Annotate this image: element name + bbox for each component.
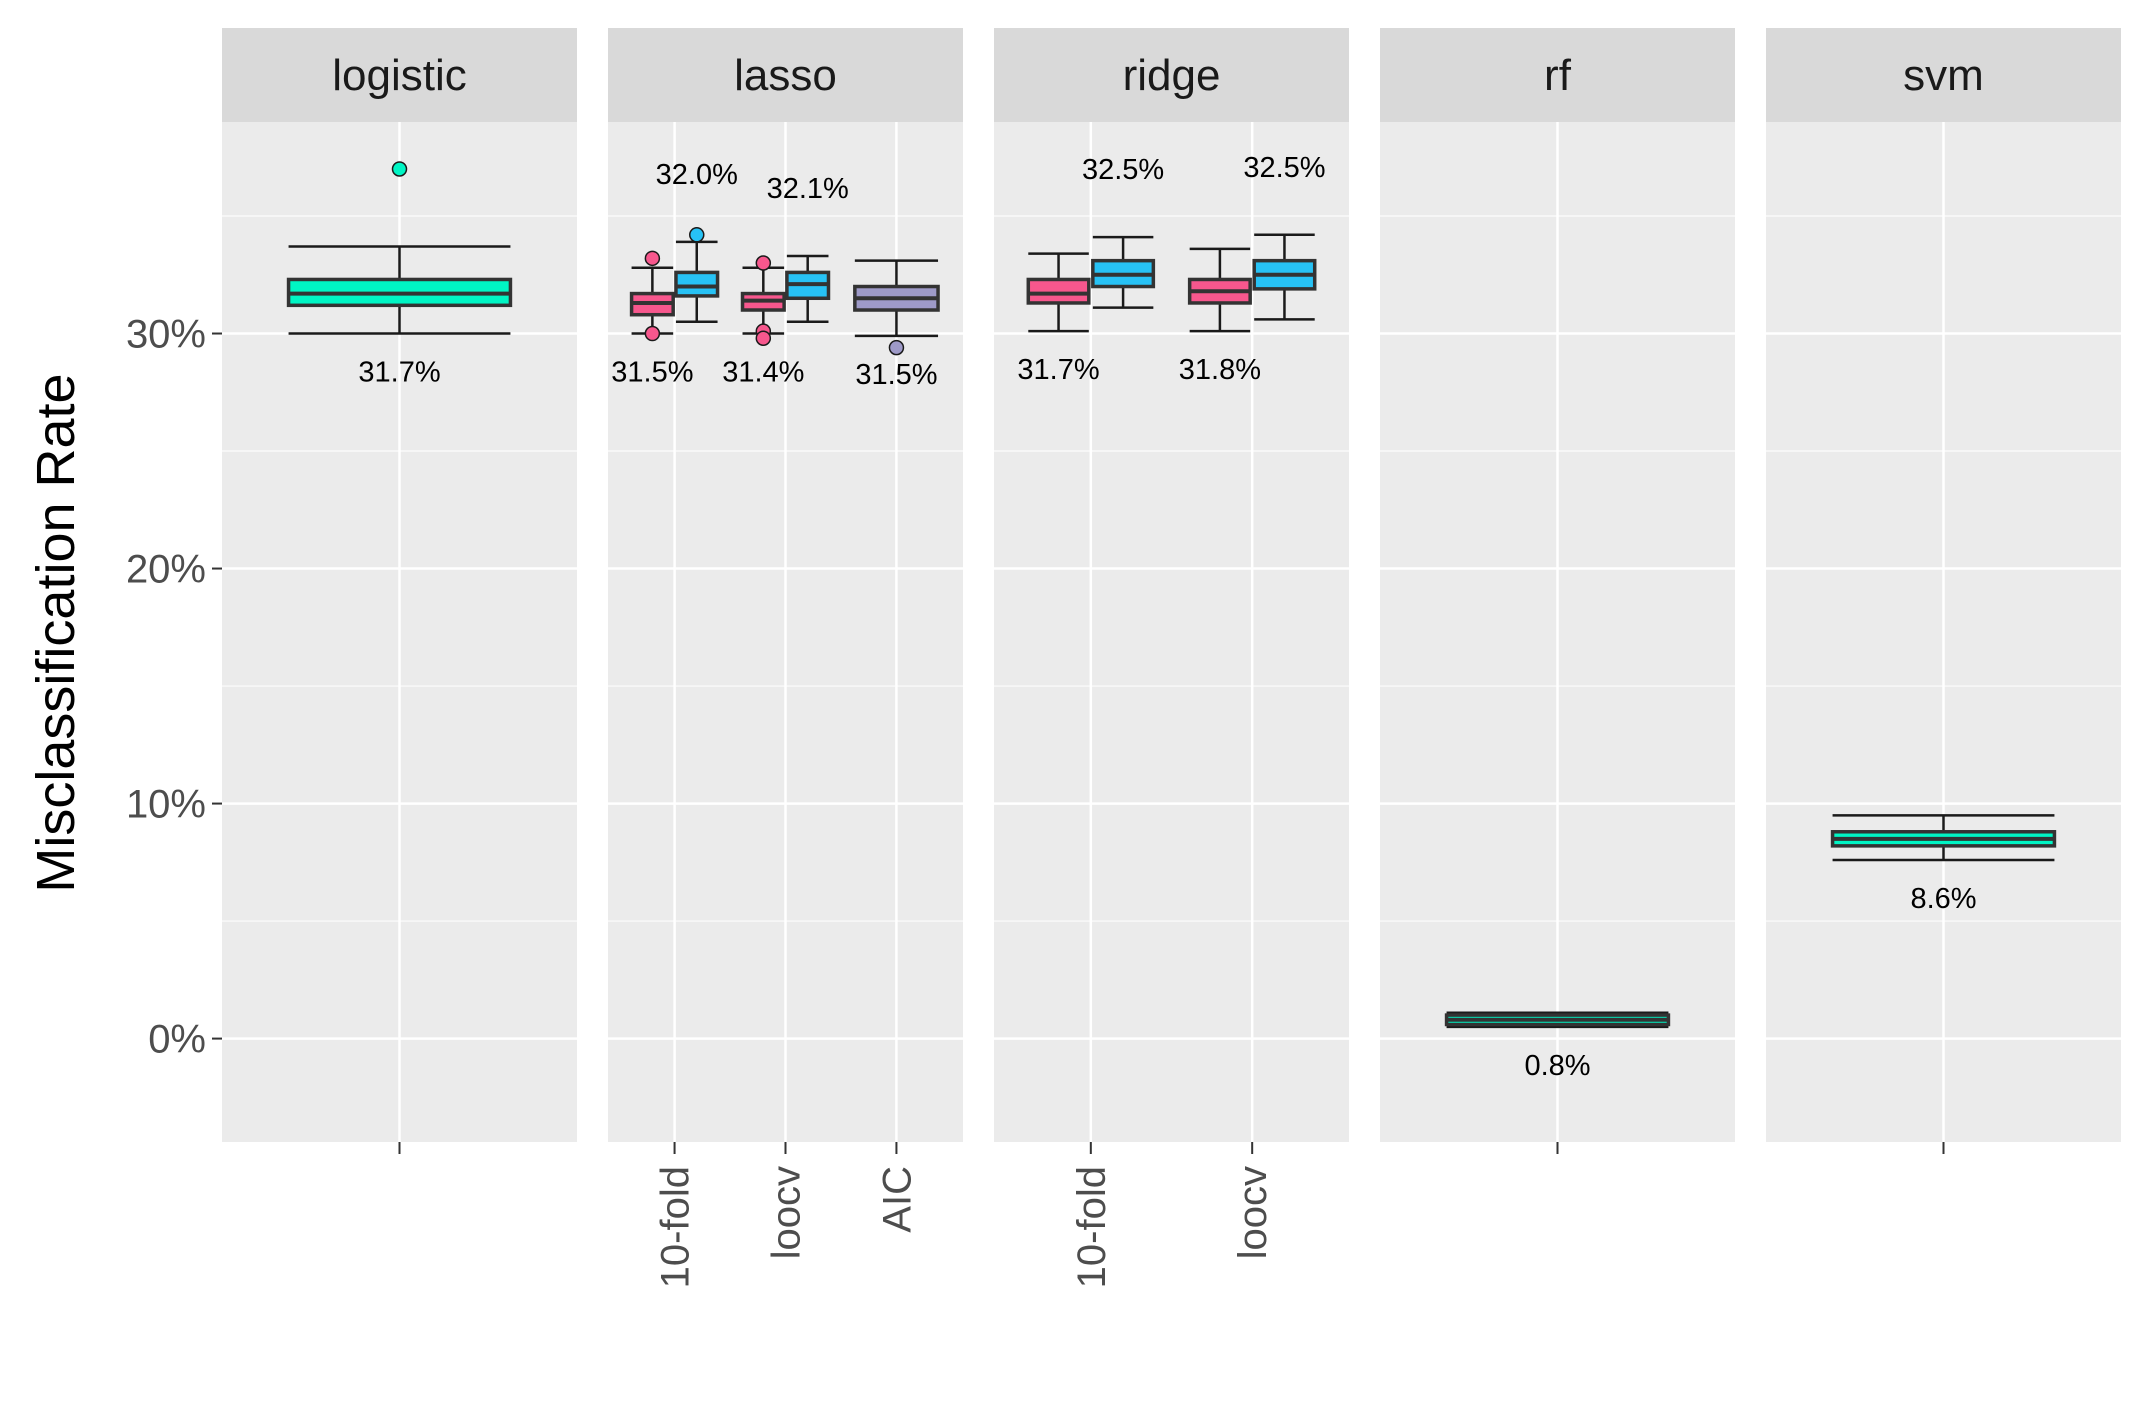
x-tick-label: loocv	[765, 1166, 809, 1259]
outlier-point	[689, 227, 705, 243]
box-lasso: 32.1%	[767, 173, 849, 324]
median-value-label: 31.5%	[611, 357, 693, 389]
median-value-label: 31.8%	[1179, 354, 1261, 386]
y-axis-title: Misclassification Rate	[26, 373, 86, 892]
box-svm: 8.6%	[1830, 814, 2057, 915]
box-ridge: 31.7%	[1017, 252, 1100, 386]
box-lasso: 31.5%	[611, 250, 693, 389]
median-value-label: 31.5%	[855, 359, 937, 391]
x-tick-label: loocv	[1231, 1166, 1275, 1259]
median-value-label: 8.6%	[1910, 883, 1976, 915]
box-body	[1026, 277, 1091, 305]
facet-panel-logistic: logistic 31.7%	[222, 28, 577, 1154]
x-tick-label: AIC	[875, 1166, 919, 1233]
y-tick-label: 0%	[148, 1018, 206, 1062]
facet-panel-lasso: lasso 10-fold loocv AIC 31.5% 32.0% 31.4% 32.1%…	[608, 28, 963, 1288]
box-logistic: 31.7%	[286, 161, 513, 389]
y-tick-label: 20%	[126, 548, 206, 592]
median-value-label: 32.0%	[656, 159, 738, 191]
facet-panel-ridge: ridge 10-fold loocv 31.7% 32.5% 31.8% 32.5%	[994, 28, 1349, 1288]
median-value-label: 32.5%	[1082, 154, 1164, 186]
x-tick-label: 10-fold	[1070, 1166, 1114, 1288]
median-value-label: 31.7%	[358, 357, 440, 389]
facet-strip-label: ridge	[1123, 51, 1221, 100]
outlier-point	[755, 255, 772, 271]
median-value-label: 32.1%	[767, 173, 849, 205]
outlier-point	[644, 325, 661, 342]
box-body	[674, 270, 720, 298]
outlier-point	[391, 161, 408, 177]
y-axis: 0% 10% 20% 30%	[126, 313, 222, 1062]
facet-strip	[222, 28, 577, 122]
facet-panel-svm: svm 8.6%	[1766, 28, 2121, 1154]
facet-strip	[994, 28, 1349, 122]
outlier-point	[755, 330, 772, 346]
facet-strip-label: lasso	[734, 51, 837, 100]
box-lasso: 31.4%	[722, 255, 804, 389]
x-tick-label: 10-fold	[654, 1166, 698, 1288]
box-ridge: 32.5%	[1243, 152, 1326, 321]
facet-strip-label: rf	[1544, 51, 1572, 100]
facet-strip	[1380, 28, 1735, 122]
y-tick-label: 10%	[126, 783, 206, 827]
median-value-label: 31.7%	[1017, 354, 1099, 386]
y-tick-label: 30%	[126, 313, 206, 357]
box-lasso: 31.5%	[853, 259, 940, 391]
facet-panels: logistic 31.7% lasso 10-fold loocv AIC 31.5% 32…	[222, 28, 2121, 1288]
box-rf: 0.8%	[1444, 1011, 1671, 1082]
facet-strip-label: svm	[1903, 51, 1984, 100]
box-ridge: 31.8%	[1179, 247, 1261, 386]
box-ridge: 32.5%	[1082, 154, 1164, 309]
outlier-point	[644, 250, 661, 267]
facet-strip-label: logistic	[332, 51, 467, 100]
facet-strip	[1766, 28, 2121, 122]
median-value-label: 31.4%	[722, 357, 804, 389]
facet-strip	[608, 28, 963, 122]
outlier-point	[888, 339, 905, 356]
median-value-label: 32.5%	[1243, 152, 1325, 184]
box-lasso: 32.0%	[656, 159, 738, 324]
facet-panel-rf: rf 0.8%	[1380, 28, 1735, 1154]
median-value-label: 0.8%	[1524, 1050, 1590, 1082]
